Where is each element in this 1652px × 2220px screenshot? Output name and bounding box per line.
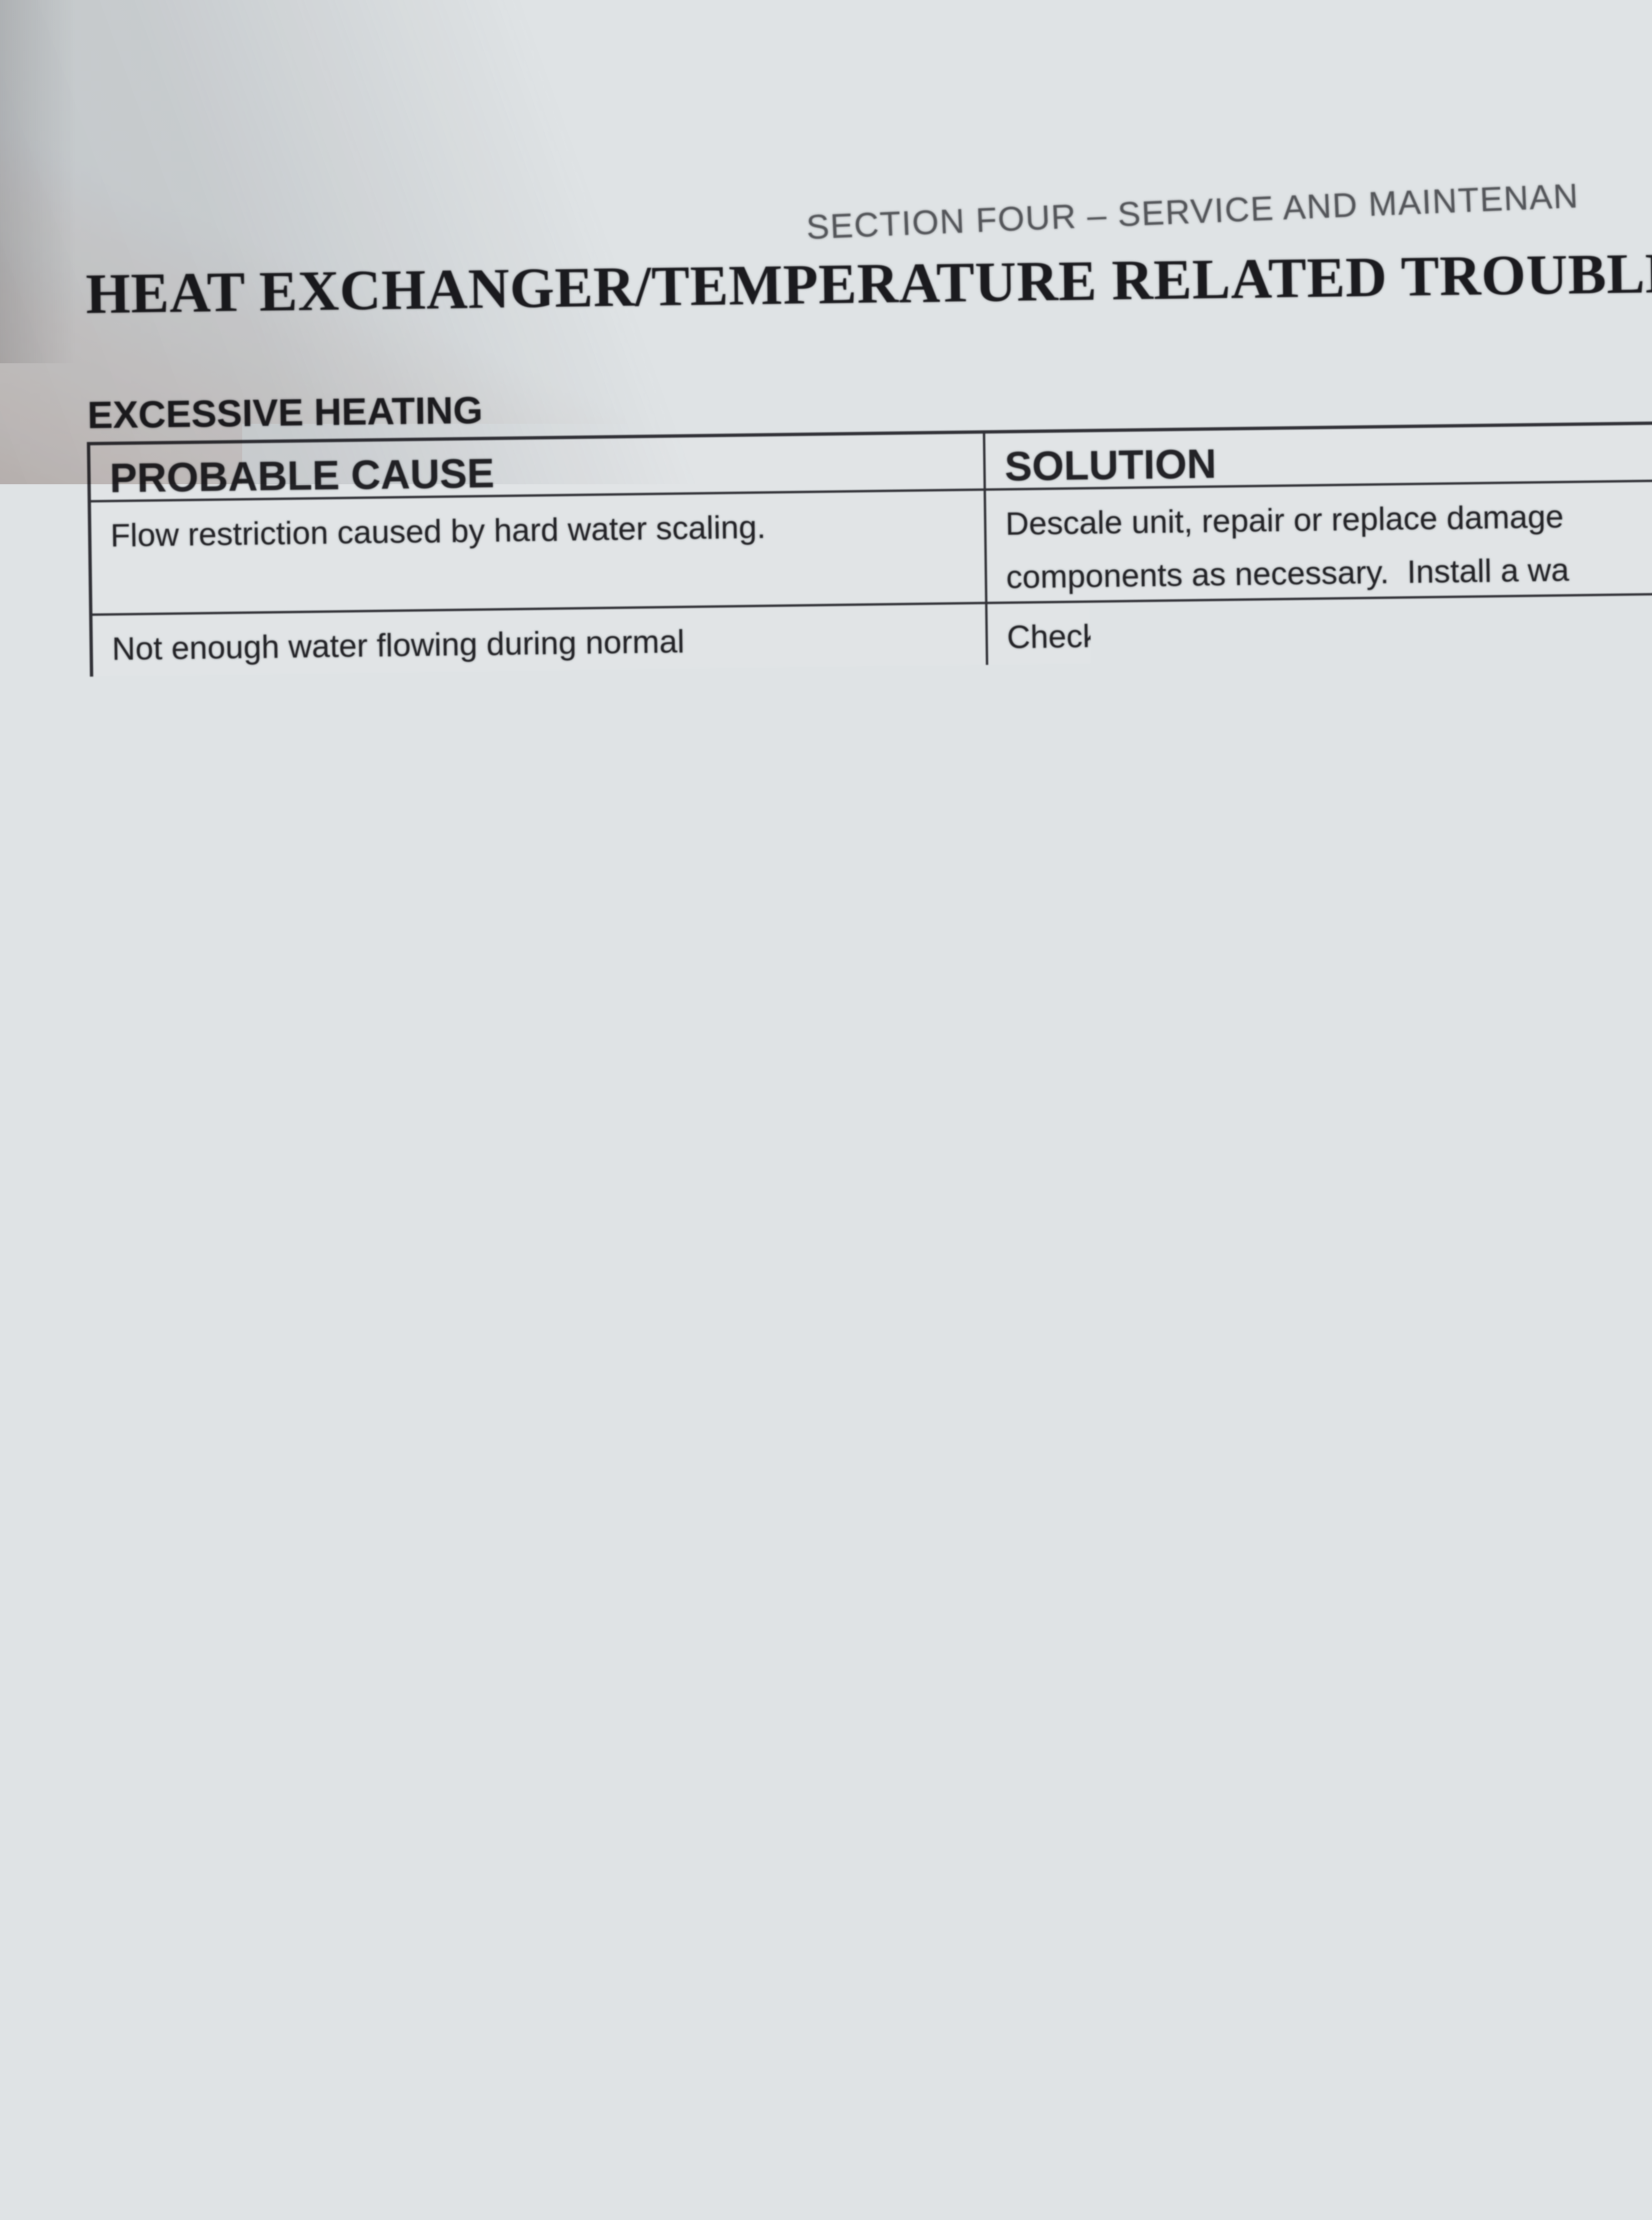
cell-probable-cause: Heat exchanger is damaged from frozen wa… [111, 1771, 1005, 1935]
paper-sheet: SECTION FOUR – SERVICE AND MAINTENAN HEA… [0, 0, 1652, 2213]
solution-text-line: Replace orifice. [1016, 1304, 1652, 1363]
solution-text-line: Test gauge and sensor. Replace failed [1015, 1248, 1652, 1307]
cell-probable-cause: Engine RPM is low. [100, 1197, 993, 1262]
column-header-solution: SOLUTION [983, 422, 1652, 488]
cell-solution: Inspect heat exchanger for leaks. Visu P… [1003, 1760, 1652, 1923]
waste-pump-title: WASTE PUMP (IF INSTALLED) TROUBLESHOOTIN… [111, 2009, 1464, 2089]
table-row: Heat exchanger is damaged from frozen wa… [111, 1760, 1652, 1935]
solution-text-line: components as necessary. Install a wa [1006, 539, 1652, 602]
column-header-probable-cause: PROBABLE CAUSE [97, 967, 990, 1035]
cell-solution: Clean temperature relief valve and te [991, 1071, 1652, 1194]
table-row: Temperature relief valve on water box is… [99, 1071, 1652, 1209]
table-heat-exchanger-leaking: PROBABLE CAUSE SOLUTION Water is drippin… [104, 1540, 1652, 1938]
column-header-probable-cause: PROBABLE CAUSE [108, 1555, 1001, 1616]
cell-probable-cause: Thermal relief valve on water box not op… [95, 775, 988, 842]
cell-solution: Clean orifice. [987, 707, 1652, 772]
cause-text-line: operation. [112, 665, 972, 728]
cell-probable-cause: Temperature balance orifice missing. [101, 1309, 995, 1375]
cause-text-line: No vacuum hose is connected. [117, 1032, 977, 1092]
cause-text-line: Flow restriction caused by hard water sc… [110, 498, 970, 563]
heading-heat-exchanger-leaking: HEAT EXCHANGER LEAKING [103, 1493, 641, 1544]
solution-text-line: NOTE: The heat exchanger will produc [1023, 1601, 1652, 1661]
cell-solution: Close valve, check for leaks. Replace i [995, 1354, 1652, 1420]
solution-text-line: Inspect heat exchanger for leaks. Visu [1025, 1766, 1652, 1826]
cell-probable-cause: Defective temperature gauge. [101, 1253, 994, 1319]
cell-probable-cause: No vacuum hose is connected. [98, 1025, 991, 1092]
cause-text-line: Defective temperature gauge. [120, 1260, 980, 1318]
table-row: Flow restriction caused by hard water sc… [91, 479, 1652, 616]
cell-solution: Test gauge and sensor. Replace failed [994, 1241, 1652, 1307]
cell-solution: Replace orifice. [994, 1298, 1652, 1363]
page-title: HEAT EXCHANGER/TEMPERATURE RELATED TROUB… [85, 240, 1652, 327]
table-row: Water is dripping from the exhaust port … [109, 1595, 1652, 1783]
column-header-probable-cause: PROBABLE CAUSE [119, 2190, 1012, 2219]
column-header-probable-cause: PROBABLE CAUSE [90, 434, 983, 500]
cell-probable-cause: Flow restriction caused by hard water sc… [91, 491, 985, 614]
solution-text-line: Check jet size of tool. [1007, 599, 1652, 664]
solution-text-line: Close valve, check for leaks. Replace i [1017, 1361, 1652, 1420]
column-header-solution: SOLUTION [990, 956, 1652, 1023]
solution-text-line: Descale unit, repair or replace damage [1005, 486, 1652, 550]
cause-text-line: Heat exchanger is damaged from frozen wa… [130, 1777, 989, 1837]
table-excessive-heating: PROBABLE CAUSE SOLUTION Flow restriction… [87, 419, 1652, 845]
solution-text-line: Connect vacuum hose to vacuum inle [1012, 1020, 1652, 1080]
cell-solution: NOTE: The heat exchanger will produc dis… [1001, 1595, 1652, 1769]
cell-probable-cause: Water is dripping from the exhaust port … [109, 1606, 1003, 1781]
cause-text-line: Orifice clogged. [113, 726, 973, 784]
cell-solution: Remove and replace thermal relief va [987, 763, 1652, 830]
cause-text-line: Engine RPM is low. [120, 1203, 979, 1262]
solution-text-line: Clean temperature relief valve and te [1013, 1078, 1652, 1142]
solution-text-line: Clean orifice. [1008, 714, 1652, 772]
cell-probable-cause: Not enough water flowing during normal o… [92, 604, 987, 728]
heading-waste-pump-not-operating: WASTE PUMP NOT OPERATING NORMALLY [114, 2140, 918, 2195]
solution-text-line: Remove and replace thermal relief va [1009, 770, 1652, 830]
cause-text-line: Thermal relief valve on water box not op… [114, 782, 974, 842]
cause-text-line: Temperature balance orifice missing. [121, 1316, 981, 1374]
cell-probable-cause: Temperature control valve left open. [102, 1365, 996, 1432]
cell-solution: Connect vacuum hose to vacuum inle [990, 1014, 1652, 1080]
heading-excessive-heating: EXCESSIVE HEATING [87, 388, 483, 437]
cell-solution: Descale unit, repair or replace damage c… [984, 479, 1652, 602]
cell-probable-cause: Orifice clogged. [94, 718, 987, 784]
cell-probable-cause: Temperature relief valve on water box is… [99, 1082, 993, 1206]
cell-solution: Check jet size of tool. [985, 593, 1652, 716]
column-header-solution: SOLUTION [1000, 1544, 1652, 1604]
cause-text-line: Temperature control valve left open. [121, 1372, 981, 1431]
running-section-header: SECTION FOUR – SERVICE AND MAINTENAN [806, 176, 1580, 247]
table-loss-of-temperature: PROBABLE CAUSE SOLUTION No vacuum hose i… [94, 952, 1652, 1435]
solution-text-line: Reset engine RPM. [1014, 1192, 1652, 1251]
cell-solution: Reset engine RPM. [993, 1185, 1652, 1251]
heading-loss-of-temperature: LOSS OF TEMPERATURE [94, 902, 559, 952]
column-header-solution: SOLUTION [1011, 2178, 1652, 2219]
photographed-manual-page: { "page": { "section_header": "SECTION F… [0, 0, 1652, 2203]
table-row: Not enough water flowing during normal o… [92, 593, 1652, 730]
